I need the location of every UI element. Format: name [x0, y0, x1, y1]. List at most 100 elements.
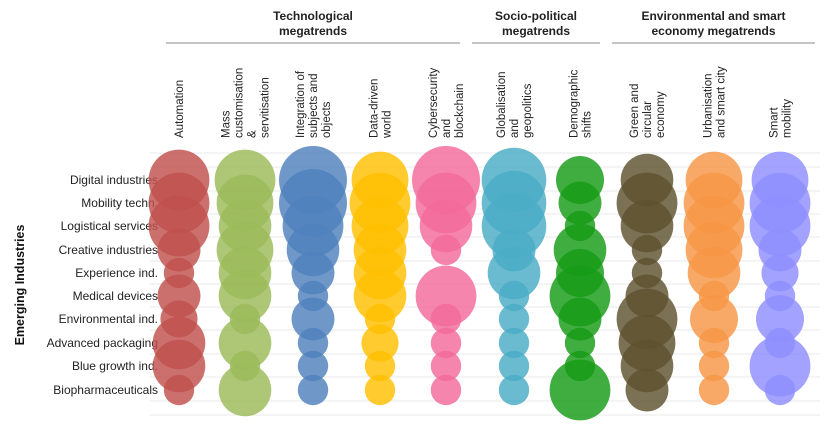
- row-label: Creative industries: [59, 243, 158, 257]
- column-labels: Automation Mass customisation & servitisatio…: [174, 66, 794, 139]
- bubble: [297, 350, 329, 382]
- bubble: [430, 327, 462, 359]
- bubble: [498, 350, 530, 382]
- bubble: [430, 350, 462, 382]
- column-label-line: blockchain: [454, 84, 466, 138]
- bubble: [430, 303, 462, 335]
- bubble: [157, 228, 201, 272]
- column-label-line: Automation: [174, 80, 186, 138]
- bubble: [756, 295, 804, 343]
- column-label-line: Globalisation: [496, 72, 508, 138]
- bubble: [698, 327, 730, 359]
- column-label: Cybersecurity and blockchain: [428, 67, 466, 138]
- column-label-line: and: [441, 119, 453, 138]
- bubble: [625, 368, 669, 412]
- row-label: Medical devices: [73, 289, 158, 303]
- bubble: [430, 374, 462, 406]
- bubble: [430, 234, 462, 266]
- row-label: Blue growth ind.: [72, 359, 158, 373]
- column-label-line: and: [509, 119, 521, 138]
- bubble: [749, 335, 811, 397]
- column-label: Smart mobility: [769, 99, 794, 138]
- row-label: Experience ind.: [75, 266, 158, 280]
- column-label: Data-driven world: [369, 79, 394, 139]
- column-label-line: Urbanisation: [703, 73, 715, 138]
- bubble: [152, 339, 206, 393]
- row-label: Digital industries: [70, 173, 158, 187]
- bubble: [297, 374, 329, 406]
- bubble: [218, 316, 272, 370]
- column-label-line: and smart city: [716, 66, 728, 138]
- row-label: Biopharmaceuticals: [53, 383, 158, 397]
- column-label-line: world: [382, 111, 394, 139]
- column-label-line: subjects and: [308, 73, 320, 138]
- bubble: [487, 246, 541, 300]
- bubble: [218, 269, 272, 323]
- group-title: megatrends: [279, 24, 347, 38]
- bubble: [364, 374, 396, 406]
- y-axis-title: Emerging Industries: [13, 225, 27, 346]
- column-label: Demographic shifts: [569, 69, 594, 138]
- column-label: Globalisation and geopolitics: [496, 72, 534, 138]
- column-label-line: shifts: [582, 111, 594, 138]
- row-label: Mobility techn.: [81, 196, 158, 210]
- bubble: [291, 297, 335, 341]
- bubble: [419, 199, 473, 253]
- bubble: [558, 181, 602, 225]
- column-label-line: Cybersecurity: [428, 67, 440, 138]
- bubble: [353, 269, 407, 323]
- column-label-line: Green and: [629, 84, 641, 138]
- bubble: [498, 374, 530, 406]
- bubble: [631, 234, 663, 266]
- group-title: economy megatrends: [651, 24, 775, 38]
- bubble: [564, 327, 596, 359]
- column-label: Mass customisation & servitisation: [221, 68, 272, 138]
- bubble: [163, 374, 195, 406]
- column-label-line: circular: [642, 101, 654, 138]
- bubbles: [148, 146, 811, 421]
- column-label-line: objects: [321, 101, 333, 138]
- bubble: [761, 254, 799, 292]
- column-label-line: geopolitics: [522, 83, 534, 138]
- group-title: Socio-political: [495, 9, 577, 23]
- megatrend-group-headers: TechnologicalmegatrendsSocio-politicalme…: [166, 9, 815, 44]
- column-label: Integration of subjects and objects: [295, 70, 333, 138]
- bubble: [361, 324, 399, 362]
- column-label: Automation: [174, 80, 186, 138]
- column-label-line: Integration of: [295, 70, 307, 138]
- bubble: [690, 295, 738, 343]
- row-label: Advanced packaging: [47, 336, 158, 350]
- column-label-line: economy: [655, 91, 667, 138]
- bubble: [297, 327, 329, 359]
- bubble: [764, 374, 796, 406]
- column-label-line: servitisation: [260, 77, 272, 138]
- bubble: [620, 199, 674, 253]
- bubble: [291, 251, 335, 295]
- column-label-line: &: [247, 130, 259, 138]
- row-label: Environmental ind.: [59, 312, 158, 326]
- bubble: [498, 280, 530, 312]
- group-title: Technological: [273, 9, 353, 23]
- row-label: Logistical services: [61, 219, 158, 233]
- group-title: megatrends: [502, 24, 570, 38]
- bubble: [698, 350, 730, 382]
- column-label-line: Demographic: [569, 69, 581, 138]
- column-label-line: Mass: [221, 110, 233, 138]
- bubble: [687, 246, 741, 300]
- bubble: [498, 303, 530, 335]
- bubble: [498, 327, 530, 359]
- bubble: [698, 374, 730, 406]
- column-label: Urbanisation and smart city: [703, 66, 728, 138]
- column-label-line: Smart: [769, 107, 781, 138]
- column-label-line: Data-driven: [369, 79, 381, 138]
- group-title: Environmental and smart: [641, 9, 785, 23]
- row-labels: Digital industries Mobility techn. Logisti…: [47, 173, 158, 397]
- bubble: [364, 350, 396, 382]
- column-label-line: mobility: [782, 99, 794, 138]
- bubble: [549, 359, 611, 421]
- column-label-line: customisation: [234, 68, 246, 138]
- bubble: [218, 363, 272, 417]
- bubble: [558, 297, 602, 341]
- bubble: [415, 265, 477, 327]
